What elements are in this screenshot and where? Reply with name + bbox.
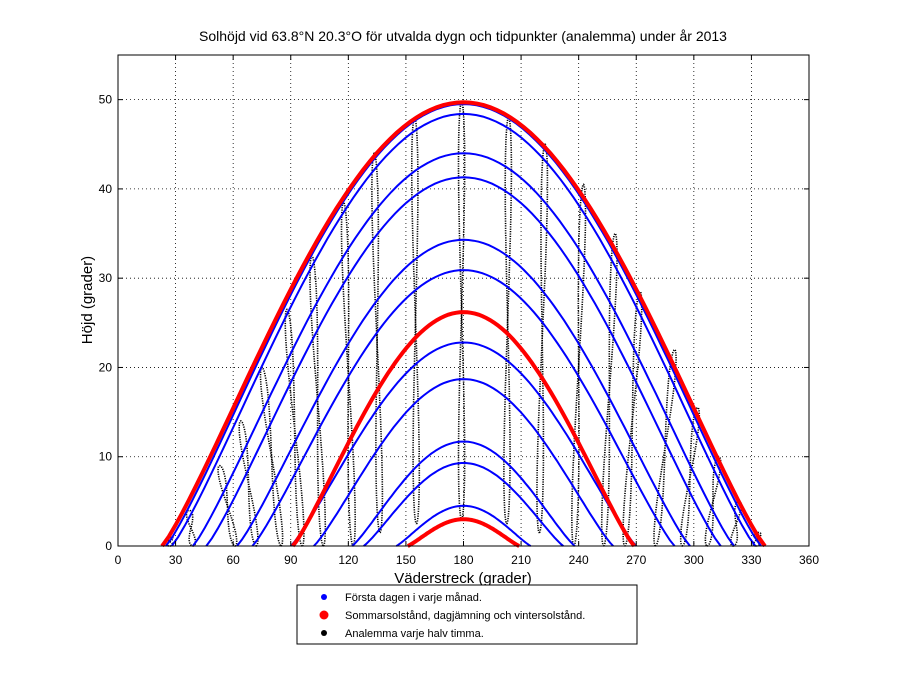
legend-label-special: Sommarsolstånd, dagjämning och vintersol… bbox=[345, 610, 585, 622]
x-tick-label: 120 bbox=[338, 553, 358, 567]
special-day-curve bbox=[160, 100, 767, 548]
special-series bbox=[160, 100, 767, 548]
y-tick-label: 20 bbox=[99, 360, 113, 374]
analemma-loop bbox=[503, 116, 513, 525]
x-tick-label: 60 bbox=[226, 553, 240, 567]
analemma-loop bbox=[571, 183, 587, 547]
monthly-day-curve bbox=[290, 341, 638, 547]
chart-title: Solhöjd vid 63.8°N 20.3°O för utvalda dy… bbox=[199, 28, 727, 44]
y-tick-label: 40 bbox=[99, 182, 113, 196]
legend: Första dagen i varje månad. Sommarsolstå… bbox=[296, 584, 638, 645]
y-tick-label: 50 bbox=[99, 93, 113, 107]
monthly-day-curve bbox=[363, 462, 564, 547]
legend-marker-special bbox=[319, 610, 329, 620]
analemma-loop bbox=[185, 509, 197, 547]
monthly-day-curve bbox=[395, 504, 532, 547]
x-tick-label: 240 bbox=[569, 553, 589, 567]
analemma-loop bbox=[340, 201, 356, 547]
special-day-curve bbox=[406, 517, 521, 548]
monthly-day-curve bbox=[251, 269, 676, 547]
analemma-loop bbox=[536, 143, 549, 534]
monthly-day-curve bbox=[236, 238, 691, 547]
x-tick-label: 150 bbox=[396, 553, 416, 567]
x-tick-label: 300 bbox=[684, 553, 704, 567]
monthly-day-curve bbox=[205, 176, 722, 547]
axis-ticks: 0 30 60 90 120 150 180 210 240 270 300 330 360 0 10 20 3… bbox=[99, 55, 819, 567]
special-day-curve bbox=[291, 310, 636, 548]
analemma-loop bbox=[217, 464, 238, 547]
x-axis-label: Väderstreck (grader) bbox=[394, 570, 532, 587]
plot-background bbox=[118, 55, 809, 546]
legend-marker-monthly bbox=[321, 594, 327, 600]
analemma-loop bbox=[410, 116, 421, 525]
x-tick-label: 180 bbox=[453, 553, 473, 567]
x-tick-label: 0 bbox=[115, 553, 122, 567]
legend-box bbox=[296, 584, 638, 645]
x-tick-label: 30 bbox=[169, 553, 183, 567]
monthly-day-curve bbox=[192, 152, 735, 547]
monthly-day-curve bbox=[351, 440, 576, 547]
analemma-loop bbox=[238, 420, 259, 547]
y-axis-label: Höjd (grader) bbox=[79, 256, 96, 344]
y-tick-label: 30 bbox=[99, 271, 113, 285]
x-tick-label: 330 bbox=[741, 553, 761, 567]
legend-marker-analemma bbox=[321, 630, 327, 636]
y-tick-label: 10 bbox=[99, 450, 113, 464]
x-tick-label: 210 bbox=[511, 553, 531, 567]
y-tick-label: 0 bbox=[105, 539, 112, 553]
monthly-day-curve bbox=[313, 378, 614, 547]
x-tick-label: 270 bbox=[626, 553, 646, 567]
plot-area: 0 30 60 90 120 150 180 210 240 270 300 330 360 0 10 20 3… bbox=[99, 54, 819, 567]
monthly-day-curve bbox=[170, 112, 757, 547]
x-tick-label: 90 bbox=[284, 553, 298, 567]
x-tick-label: 360 bbox=[799, 553, 819, 567]
legend-label-monthly: Första dagen i varje månad. bbox=[345, 592, 482, 604]
analemma-loop bbox=[284, 308, 305, 547]
legend-label-analemma: Analemma varje halv timma. bbox=[345, 628, 484, 640]
